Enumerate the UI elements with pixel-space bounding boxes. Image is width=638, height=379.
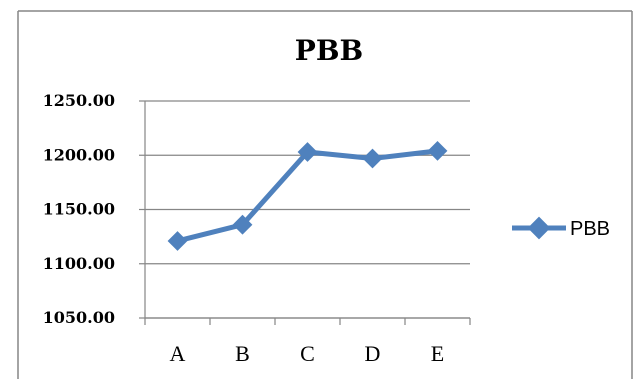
y-tick-label: 1250.00 bbox=[43, 91, 115, 110]
gridlines bbox=[145, 100, 470, 319]
y-tick-label: 1100.00 bbox=[43, 254, 115, 273]
data-point-marker bbox=[297, 142, 318, 162]
y-tick-label: 1150.00 bbox=[43, 200, 115, 219]
x-tick-label: A bbox=[170, 341, 186, 366]
y-tick-label: 1050.00 bbox=[43, 308, 115, 327]
legend-marker-swatch bbox=[527, 216, 551, 240]
y-axis: 1050.00 1100.00 1150.00 1200.00 1250.00 bbox=[43, 91, 146, 327]
data-point-marker bbox=[167, 231, 188, 251]
chart-title: PBB bbox=[295, 34, 363, 67]
x-tick-label: C bbox=[300, 341, 315, 366]
x-axis: A B C D E bbox=[144, 317, 471, 366]
data-point-marker bbox=[232, 214, 253, 235]
data-point-marker bbox=[427, 141, 448, 161]
legend-label: PBB bbox=[570, 218, 610, 240]
x-tick-label: B bbox=[235, 341, 250, 366]
data-point-marker bbox=[362, 148, 383, 169]
series-line bbox=[175, 148, 440, 244]
y-tick-label: 1200.00 bbox=[43, 145, 115, 164]
legend: PBB bbox=[512, 216, 610, 240]
x-tick-label: E bbox=[431, 341, 444, 366]
series-layer bbox=[167, 141, 448, 251]
x-tick-label: D bbox=[365, 341, 381, 366]
